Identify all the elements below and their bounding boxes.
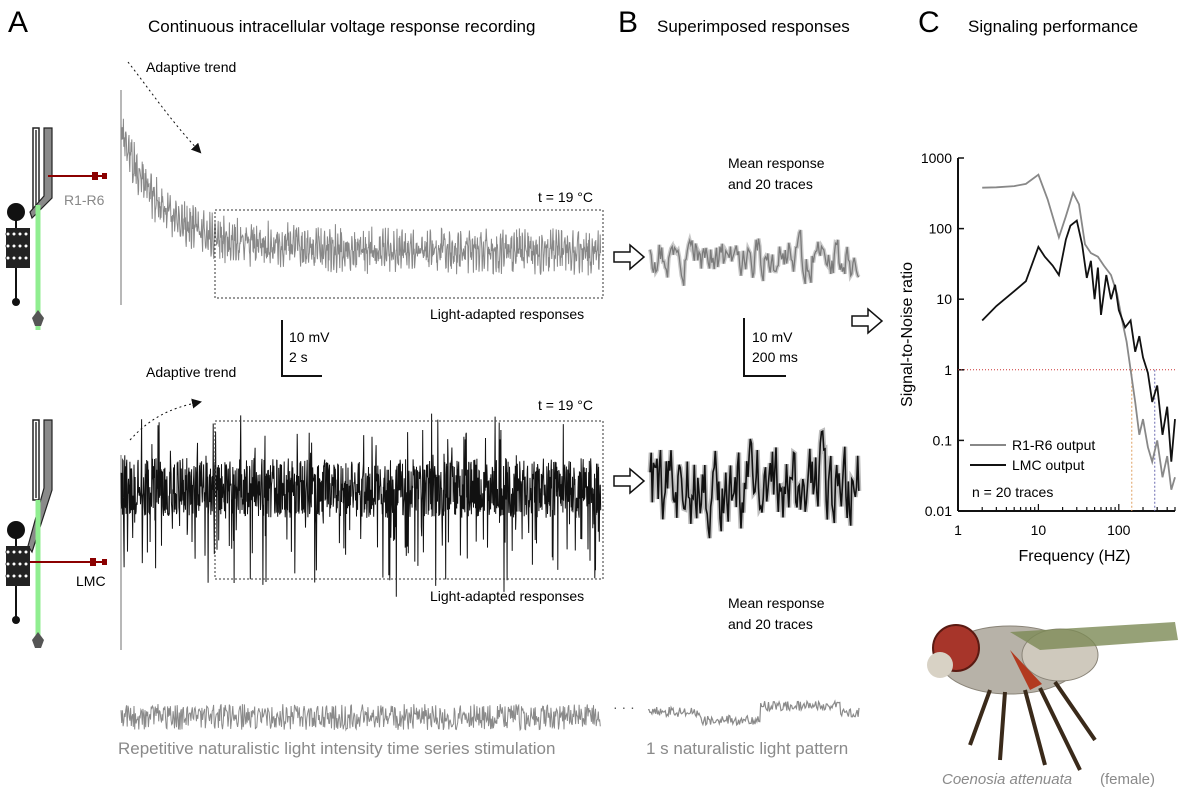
r-snr-line xyxy=(982,173,1176,490)
y-tick-label: 1 xyxy=(944,362,952,378)
fly-wing xyxy=(1010,622,1178,650)
panel-c-letter: C xyxy=(918,6,940,39)
photoreceptor-schematic xyxy=(5,127,107,330)
snr-chart: 0.01 0.1 1 10 100 1000 1 10 100 Frequency (HZ) Sig… xyxy=(899,150,1176,565)
lmc-adapted-box xyxy=(214,420,604,580)
y-axis-title: Signal-to-Noise ratio xyxy=(899,262,916,407)
panel-a-title: Continuous intracellular voltage respons… xyxy=(148,17,535,36)
b-r-mean-trace xyxy=(649,229,860,286)
b-r-caption-2: and 20 traces xyxy=(728,176,813,192)
y-tick-label: 100 xyxy=(929,221,953,237)
scale-bar-b xyxy=(743,318,786,377)
lmc-adaptive-arrow xyxy=(129,398,202,441)
legend-label: LMC output xyxy=(1012,457,1084,473)
scale-b-t: 200 ms xyxy=(752,349,798,365)
arrow-to-b-lmc xyxy=(613,467,646,495)
arrow-to-b-r xyxy=(613,243,646,271)
y-tick-label: 0.01 xyxy=(925,503,952,519)
scale-b-v: 10 mV xyxy=(752,329,793,345)
b-lmc-mean-trace xyxy=(649,429,860,539)
panel-b-title: Superimposed responses xyxy=(657,17,850,36)
fly-illustration xyxy=(927,622,1178,771)
scale-a-v: 10 mV xyxy=(289,329,330,345)
lmc-cell-label: LMC xyxy=(76,573,106,589)
x-tick-label: 1 xyxy=(954,522,962,538)
fly-face xyxy=(927,652,953,678)
x-axis-title: Frequency (HZ) xyxy=(1018,548,1130,565)
panel-a-letter: A xyxy=(8,6,28,39)
panel-b-letter: B xyxy=(618,6,638,39)
r-adapted-label: Light-adapted responses xyxy=(430,306,584,322)
panel-c-title: Signaling performance xyxy=(968,17,1138,36)
lmc-adapted-label: Light-adapted responses xyxy=(430,588,584,604)
lmc-schematic xyxy=(5,419,107,648)
lmc-adaptive-label: Adaptive trend xyxy=(146,364,236,380)
stim-caption-b: 1 s naturalistic light pattern xyxy=(646,739,848,758)
x-tick-label: 100 xyxy=(1107,522,1131,538)
stimulus-trace-1s xyxy=(647,699,860,727)
species-suffix: (female) xyxy=(1100,771,1155,788)
y-tick-label: 0.1 xyxy=(933,432,953,448)
scale-bar-a xyxy=(281,320,322,377)
r-temp-label: t = 19 °C xyxy=(538,189,593,205)
stimulus-trace-long xyxy=(120,703,601,732)
b-lmc-caption-1: Mean response xyxy=(728,595,825,611)
x-tick-label: 10 xyxy=(1031,522,1047,538)
stim-caption-a: Repetitive naturalistic light intensity … xyxy=(118,739,555,758)
legend-label: R1-R6 output xyxy=(1012,437,1095,453)
r-adaptive-label: Adaptive trend xyxy=(146,59,236,75)
lmc-voltage-trace xyxy=(120,413,602,597)
r-voltage-trace xyxy=(120,118,602,276)
species-name: Coenosia attenuata xyxy=(942,771,1072,788)
fly-leg-orange xyxy=(1010,650,1042,690)
r-cell-label: R1-R6 xyxy=(64,192,105,208)
y-tick-label: 1000 xyxy=(921,150,952,166)
lmc-temp-label: t = 19 °C xyxy=(538,397,593,413)
scale-a-t: 2 s xyxy=(289,349,308,365)
fly-legs xyxy=(968,680,1097,771)
arrow-to-c xyxy=(851,307,884,335)
b-lmc-caption-2: and 20 traces xyxy=(728,616,813,632)
lmc-snr-line xyxy=(981,218,1176,462)
ellipsis: · · · xyxy=(613,699,635,715)
y-tick-label: 10 xyxy=(936,291,952,307)
r-adaptive-arrow xyxy=(127,61,202,154)
r-adapted-box xyxy=(214,209,604,299)
n-traces-annotation: n = 20 traces xyxy=(972,484,1053,500)
b-r-caption-1: Mean response xyxy=(728,155,825,171)
